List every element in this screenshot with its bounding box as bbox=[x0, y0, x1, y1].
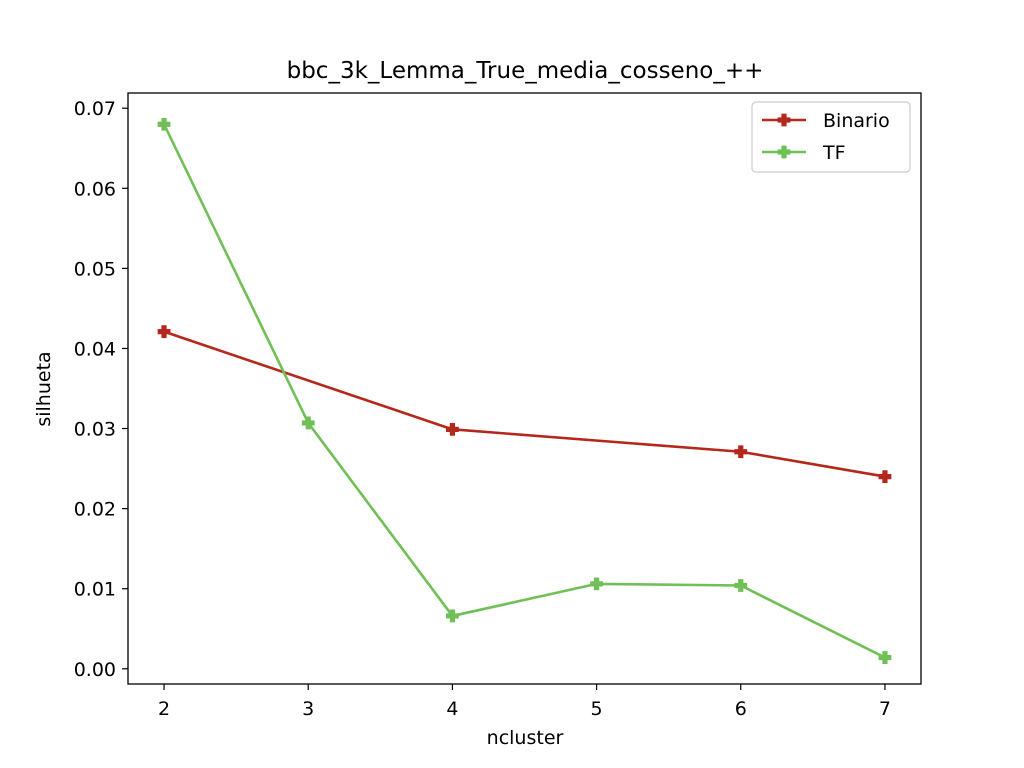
x-tick-label: 3 bbox=[302, 698, 314, 720]
y-axis: 0.00 0.01 0.02 0.03 0.04 0.05 0.06 0.07 bbox=[74, 98, 128, 681]
x-tick-label: 5 bbox=[591, 698, 603, 720]
legend: Binario TF bbox=[751, 101, 911, 173]
data-point-binario bbox=[446, 422, 459, 436]
y-tick-label: 0.04 bbox=[74, 338, 116, 360]
legend-label-binario: Binario bbox=[823, 110, 890, 132]
x-tick-label: 6 bbox=[735, 698, 747, 720]
data-point-tf bbox=[446, 609, 459, 623]
series-line-tf bbox=[162, 123, 886, 659]
x-tick-label: 7 bbox=[879, 698, 891, 720]
y-tick-label: 0.05 bbox=[74, 258, 116, 280]
x-axis: 2 3 4 5 6 7 bbox=[158, 684, 891, 720]
legend-marker-binario bbox=[777, 113, 791, 127]
chart-title: bbc_3k_Lemma_True_media_cosseno_++ bbox=[287, 58, 764, 84]
plot-frame bbox=[127, 92, 922, 685]
x-tick-label: 2 bbox=[158, 698, 170, 720]
data-point-tf bbox=[734, 579, 748, 592]
data-point-binario bbox=[878, 470, 892, 483]
y-tick-label: 0.07 bbox=[74, 98, 116, 120]
data-point-tf bbox=[157, 117, 171, 131]
y-tick-label: 0.01 bbox=[74, 579, 116, 601]
data-point-binario bbox=[734, 445, 748, 459]
y-tick-label: 0.00 bbox=[74, 659, 116, 681]
legend-label-tf: TF bbox=[822, 142, 846, 164]
series-layer bbox=[157, 117, 892, 664]
y-tick-label: 0.02 bbox=[74, 499, 116, 521]
legend-marker-tf bbox=[777, 145, 791, 159]
data-point-binario bbox=[157, 325, 171, 339]
x-tick-label: 4 bbox=[446, 698, 458, 720]
data-point-tf bbox=[590, 577, 603, 591]
data-point-tf bbox=[878, 651, 892, 664]
x-axis-label: ncluster bbox=[487, 727, 564, 749]
y-tick-label: 0.06 bbox=[74, 178, 116, 200]
y-axis-label: silhueta bbox=[33, 351, 55, 426]
y-tick-label: 0.03 bbox=[74, 419, 116, 441]
data-point-tf bbox=[301, 416, 315, 430]
series-line-binario bbox=[163, 330, 886, 478]
